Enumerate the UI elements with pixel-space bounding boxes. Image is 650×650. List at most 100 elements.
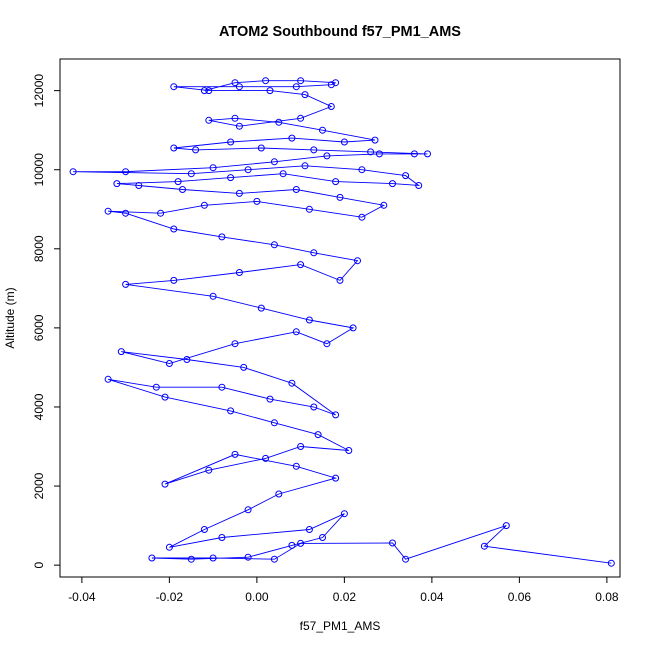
data-point (275, 490, 283, 498)
data-point (275, 118, 283, 126)
data-point (292, 462, 300, 470)
x-axis-label: f57_PM1_AMS (300, 619, 381, 633)
data-point (187, 170, 195, 178)
data-point (332, 79, 340, 87)
data-point (262, 454, 270, 462)
data-point (375, 150, 383, 158)
data-point (218, 233, 226, 241)
data-point (371, 136, 379, 144)
data-point (310, 249, 318, 257)
data-point (179, 186, 186, 193)
data-point (122, 280, 130, 288)
data-point (135, 182, 143, 189)
data-point (288, 379, 296, 387)
y-tick-label: 4000 (32, 393, 46, 420)
data-point (270, 241, 278, 249)
data-point (389, 539, 396, 547)
data-point (349, 324, 357, 332)
data-point (327, 81, 335, 89)
data-point (235, 189, 243, 197)
data-point (380, 201, 388, 209)
plot-area (69, 77, 615, 567)
data-point (209, 164, 217, 172)
data-point (104, 375, 112, 383)
data-point (253, 197, 261, 205)
data-point (310, 403, 318, 411)
data-point (122, 209, 130, 217)
data-point (113, 180, 121, 188)
data-point (297, 539, 305, 547)
data-point (354, 257, 361, 265)
data-point (332, 411, 340, 419)
data-point (327, 103, 335, 110)
data-point (340, 138, 348, 146)
data-point (305, 205, 313, 213)
data-point (161, 393, 169, 401)
data-point (288, 134, 296, 142)
data-point (310, 146, 318, 154)
data-point (279, 170, 287, 178)
data-point (262, 77, 270, 85)
y-tick-label: 10000 (32, 153, 46, 187)
y-tick-label: 6000 (32, 314, 46, 341)
plot-frame (59, 58, 621, 578)
y-axis-label: Altitude (m) (3, 287, 17, 348)
data-point (607, 559, 615, 567)
data-point (319, 126, 326, 134)
data-point (244, 506, 252, 514)
data-point (244, 553, 252, 561)
data-point (480, 542, 488, 550)
data-point (332, 474, 340, 482)
data-point (319, 534, 326, 541)
data-point (187, 555, 195, 563)
chart-title: ATOM2 Southbound f57_PM1_AMS (219, 24, 461, 40)
x-tick-label: 0.02 (333, 590, 357, 604)
x-tick-label: -0.02 (156, 590, 184, 604)
data-point (165, 360, 173, 367)
data-point (297, 443, 305, 450)
x-tick-label: 0.00 (245, 590, 269, 604)
data-point (502, 522, 510, 530)
data-point (157, 209, 165, 217)
data-point (205, 466, 213, 474)
x-tick-label: 0.06 (508, 590, 532, 604)
data-point (323, 152, 331, 160)
data-point (227, 174, 235, 182)
data-point (235, 122, 243, 130)
data-point (270, 555, 278, 563)
data-point (117, 348, 125, 356)
data-point (218, 534, 226, 541)
data-point (305, 316, 313, 324)
data-point (297, 114, 305, 122)
data-point (266, 87, 274, 95)
data-point (161, 480, 169, 488)
y-tick-label: 2000 (32, 472, 46, 499)
x-axis: -0.04 -0.02 0.00 0.02 0.04 0.06 0.08 (68, 577, 619, 604)
x-tick-label: 0.08 (595, 590, 619, 604)
data-point (200, 87, 208, 95)
data-point (231, 340, 239, 348)
data-point (389, 180, 396, 188)
data-point (218, 383, 226, 391)
series-line (73, 80, 612, 564)
data-point (170, 144, 178, 152)
y-axis: 0 2000 4000 6000 8000 10000 12000 (32, 74, 60, 568)
data-point (410, 150, 418, 158)
data-point (323, 340, 331, 348)
data-point (305, 526, 313, 533)
data-point (209, 292, 217, 300)
data-point (170, 225, 178, 233)
data-point (266, 395, 274, 403)
data-point (257, 304, 265, 312)
data-point (174, 178, 182, 186)
data-point (205, 87, 213, 95)
data-point (69, 168, 77, 176)
data-point (340, 510, 348, 518)
data-point (292, 186, 300, 193)
y-tick-label: 12000 (32, 74, 46, 108)
data-point (367, 148, 375, 156)
data-point (288, 541, 296, 549)
data-point (314, 431, 322, 439)
